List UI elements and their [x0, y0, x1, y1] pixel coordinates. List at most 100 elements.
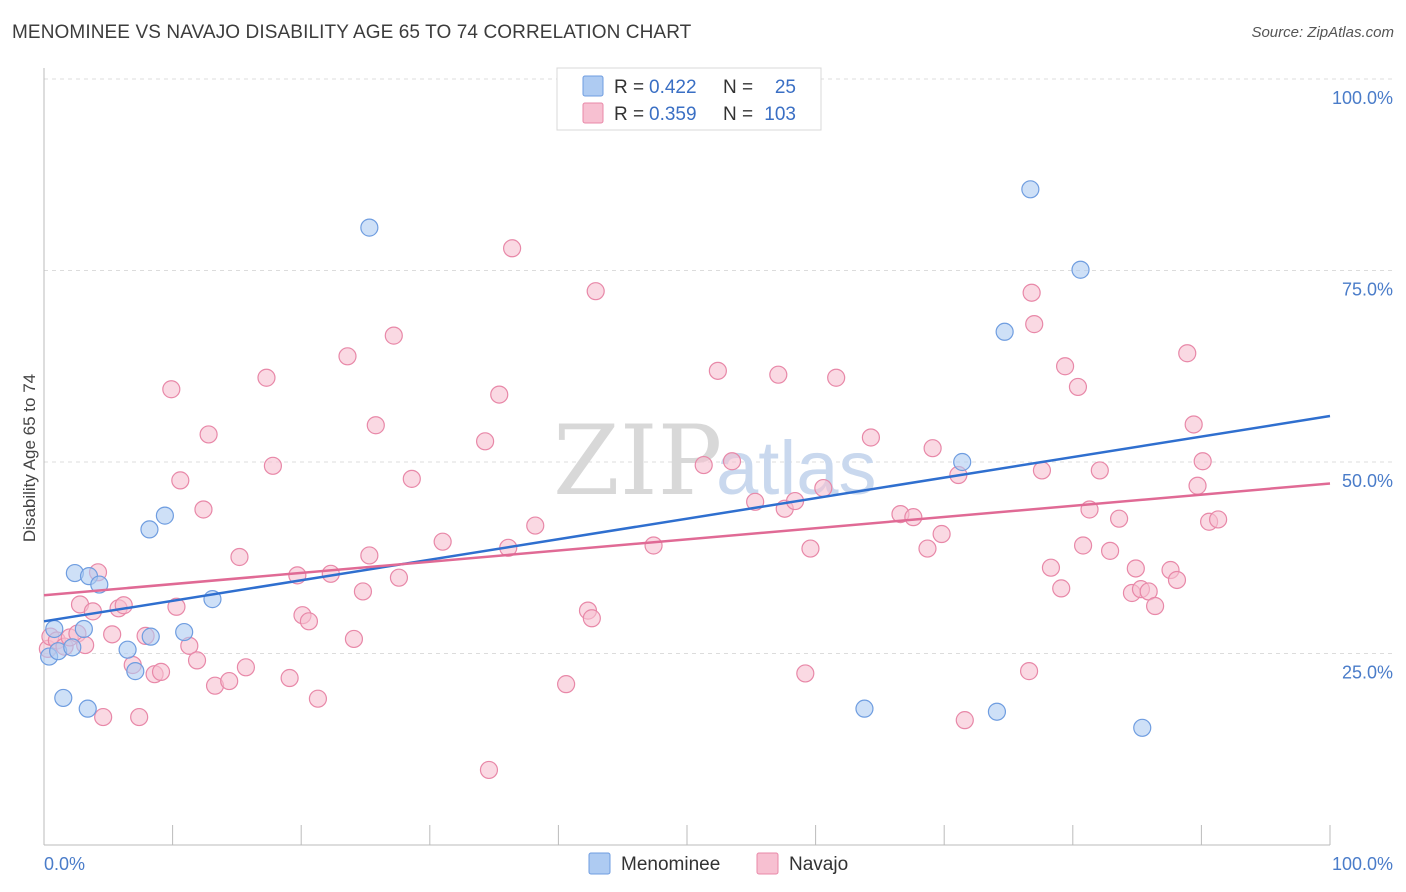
navajo-point	[366, 416, 385, 435]
navajo-point	[94, 707, 113, 727]
navajo-point	[1073, 536, 1093, 555]
menominee-point	[1071, 260, 1090, 279]
navajo-point	[955, 711, 974, 730]
navajo-point	[344, 629, 364, 649]
navajo-point	[932, 524, 951, 544]
navajo-point	[644, 536, 663, 555]
navajo-point	[114, 596, 133, 615]
navajo-point	[827, 368, 846, 387]
navajo-point	[475, 432, 495, 451]
navajo-point	[299, 612, 319, 631]
source-label: Source: ZipAtlas.com	[1251, 24, 1394, 41]
menominee-point	[63, 638, 82, 657]
menominee-point	[90, 575, 109, 594]
legend-n-value-navajo: 103	[764, 104, 796, 125]
navajo-point	[1055, 357, 1075, 376]
legend-swatch-navajo	[582, 102, 604, 124]
legend-swatch-menominee	[582, 75, 604, 97]
menominee-point	[45, 619, 64, 639]
navajo-point	[1019, 662, 1039, 681]
y-axis-label: Disability Age 65 to 74	[20, 374, 39, 542]
navajo-point	[433, 532, 452, 551]
menominee-point	[175, 622, 194, 642]
x-tick-label-right: 100.0%	[1332, 854, 1393, 874]
navajo-point	[526, 516, 545, 535]
navajo-point	[814, 478, 833, 498]
navajo-point	[1052, 579, 1071, 598]
legend-n-label-menominee: N =	[723, 77, 753, 98]
menominee-point	[54, 688, 73, 708]
menominee-point	[987, 702, 1007, 721]
navajo-point	[1100, 541, 1120, 560]
menominee-point	[855, 699, 874, 718]
menominee-point	[118, 640, 137, 659]
navajo-point	[1178, 344, 1197, 363]
navajo-point	[1146, 596, 1165, 616]
navajo-point	[236, 658, 256, 677]
menominee-point	[953, 452, 972, 472]
navajo-point	[280, 668, 299, 688]
bottom-legend-label-navajo: Navajo	[789, 854, 848, 875]
navajo-point	[1022, 283, 1041, 302]
legend-r-label-navajo: R =	[614, 104, 644, 125]
navajo-point	[479, 760, 499, 780]
menominee-point	[155, 506, 174, 525]
legend-n-label-navajo: N =	[723, 104, 753, 125]
navajo-point	[1109, 509, 1129, 528]
navajo-point	[722, 452, 742, 471]
trend-lines	[43, 414, 1331, 623]
navajo-point	[1041, 558, 1061, 577]
navajo-point	[263, 456, 283, 475]
navajo-point	[402, 469, 421, 488]
bottom-legend-swatch-menominee	[588, 852, 611, 875]
navajo-point	[220, 671, 239, 691]
navajo-point	[801, 539, 820, 558]
navajo-point	[151, 662, 171, 681]
navajo-point	[586, 282, 605, 301]
menominee-point	[141, 627, 160, 646]
y-tick-label: 50.0%	[1342, 471, 1393, 491]
menominee-point	[360, 218, 379, 237]
navajo-point	[582, 609, 601, 628]
navajo-point	[384, 326, 403, 345]
navajo-point	[1209, 510, 1228, 529]
legend-r-value-navajo: 0.359	[649, 104, 697, 125]
navajo-point	[360, 546, 379, 565]
legend-r-label-menominee: R =	[614, 77, 644, 98]
chart-title: MENOMINEE VS NAVAJO DISABILITY AGE 65 TO…	[12, 22, 692, 43]
navajo-point	[694, 455, 713, 475]
legend: R = 0.422 N = 25 R = 0.359 N = 103	[556, 67, 822, 131]
navajo-point	[171, 471, 190, 490]
navajo-point	[923, 439, 942, 458]
navajo-trend-line	[43, 482, 1331, 597]
navajo-point	[199, 425, 218, 444]
watermark-zip: ZIP	[553, 405, 722, 517]
bottom-legend-label-menominee: Menominee	[621, 854, 720, 875]
navajo-point	[230, 547, 249, 567]
navajo-point	[338, 347, 357, 366]
navajo-point	[130, 707, 149, 727]
x-tick-label-left: 0.0%	[44, 854, 85, 874]
navajo-point	[1193, 452, 1212, 471]
navajo-point	[1090, 461, 1109, 480]
navajo-point	[353, 582, 373, 601]
legend-r-value-menominee: 0.422	[649, 77, 697, 98]
menominee-point	[74, 619, 93, 639]
menominee-point	[1021, 180, 1040, 199]
navajo-point	[1126, 559, 1145, 578]
navajo-point	[389, 568, 409, 587]
navajo-point	[1032, 461, 1052, 480]
y-tick-label: 75.0%	[1342, 280, 1393, 300]
navajo-point	[490, 385, 509, 404]
navajo-point	[904, 508, 923, 527]
watermark: ZIP atlas	[553, 405, 877, 517]
navajo-point	[308, 689, 328, 708]
navajo-point	[1068, 377, 1088, 397]
navajo-point	[103, 625, 122, 644]
navajo-point	[194, 500, 213, 519]
navajo-point	[918, 539, 937, 558]
menominee-point	[78, 699, 97, 718]
y-tick-label: 25.0%	[1342, 663, 1393, 683]
menominee-point	[1133, 718, 1152, 737]
